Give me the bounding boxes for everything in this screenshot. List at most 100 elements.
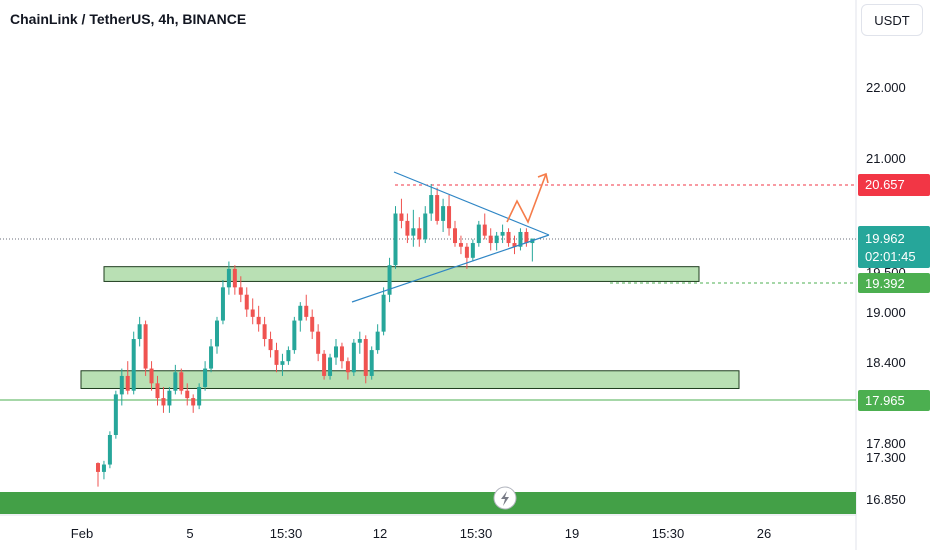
candle-body: [393, 213, 398, 266]
candle-body: [411, 228, 416, 236]
bottom-zone: [0, 492, 856, 514]
candle-body: [512, 243, 517, 247]
current-price-label: 19.962: [865, 231, 905, 246]
candle-body: [363, 339, 368, 376]
candle-body: [304, 305, 309, 317]
candle-body: [399, 213, 404, 221]
candle-body: [310, 316, 315, 332]
y-tick-label: 18.400: [866, 355, 906, 370]
candle-body: [143, 324, 148, 369]
candle-body: [167, 390, 172, 406]
candle-body: [96, 463, 100, 472]
candle-body: [322, 353, 327, 376]
candle-body: [488, 235, 493, 244]
candle-body: [179, 372, 184, 391]
candle-body: [357, 339, 362, 343]
wedge-lower-line: [351, 234, 550, 303]
chart-title: ChainLink / TetherUS, 4h, BINANCE: [10, 11, 247, 27]
candle-body: [381, 294, 386, 332]
x-tick-label: 19: [565, 526, 579, 541]
candle-body: [215, 320, 219, 347]
candle-body: [149, 368, 154, 384]
candle-body: [191, 398, 196, 406]
candle-body: [286, 350, 291, 362]
x-tick-label: 26: [757, 526, 771, 541]
candle-body: [220, 287, 225, 321]
candle-body: [494, 235, 499, 244]
candle-body: [250, 309, 255, 317]
candle-body: [161, 398, 166, 406]
candle-body: [500, 231, 505, 236]
candle-body: [482, 224, 487, 236]
candle-body: [137, 324, 142, 340]
support-price-label: 19.392: [865, 276, 905, 291]
x-tick-label: 15:30: [652, 526, 685, 541]
candle-body: [470, 243, 475, 258]
candle-body: [345, 361, 350, 373]
y-tick-label: 16.850: [866, 492, 906, 507]
candle-body: [298, 305, 303, 321]
resistance-price-label: 20.657: [865, 177, 905, 192]
candle-body: [155, 383, 160, 399]
x-tick-label: 5: [186, 526, 193, 541]
candle-body: [435, 195, 440, 221]
candle-body: [238, 287, 243, 295]
y-tick-label: 17.800: [866, 436, 906, 451]
candle-body: [405, 220, 410, 236]
candle-body: [429, 195, 434, 214]
candle-body: [476, 224, 481, 244]
y-tick-label: 19.000: [866, 305, 906, 320]
x-tick-label: Feb: [71, 526, 93, 541]
candle-body: [339, 346, 344, 362]
upper-support-zone: [103, 266, 700, 282]
current-price-label-bg: [858, 226, 930, 268]
currency-button[interactable]: USDT: [861, 4, 923, 36]
candle-body: [131, 339, 136, 391]
y-tick-label: 21.000: [866, 151, 906, 166]
candle-body: [244, 294, 249, 310]
candle-body: [185, 390, 190, 399]
candle-body: [334, 346, 338, 358]
y-tick-label: 17.300: [866, 450, 906, 465]
projection-path: [506, 173, 547, 224]
candle-body: [316, 331, 321, 354]
lower-support-zone: [80, 370, 740, 389]
projection-arrowhead: [537, 172, 549, 184]
candle-body: [232, 268, 237, 288]
candle-body: [226, 268, 231, 288]
x-tick-label: 15:30: [460, 526, 493, 541]
candle-body: [351, 342, 356, 373]
candle-body: [256, 316, 261, 325]
candle-body: [262, 324, 267, 340]
candle-body: [197, 387, 202, 406]
candle-body: [203, 368, 208, 388]
candle-body: [369, 350, 374, 376]
x-tick-label: 15:30: [270, 526, 303, 541]
resistance-price-label-bg: [858, 174, 930, 196]
wedge-upper-line: [393, 171, 550, 236]
candle-body: [423, 213, 428, 240]
countdown-label: 02:01:45: [865, 249, 916, 264]
candle-body: [119, 375, 124, 395]
candle-body: [101, 464, 106, 472]
candle-body: [518, 231, 523, 247]
candle-body: [506, 231, 511, 244]
candle-body: [292, 320, 297, 351]
candle-body: [375, 331, 380, 351]
lightning-icon-glyph: [501, 491, 509, 506]
candle-body: [458, 243, 463, 247]
candle-body: [453, 228, 457, 244]
candle-body: [274, 350, 279, 365]
y-tick-label: 22.000: [866, 80, 906, 95]
candle-body: [464, 246, 469, 258]
candle-body: [524, 231, 529, 244]
candle-body: [113, 394, 118, 436]
support-price-label-bg: [858, 273, 930, 293]
candle-body: [107, 435, 112, 465]
lower-support-price-label-bg: [858, 390, 930, 411]
lower-support-price-label: 17.965: [865, 393, 905, 408]
candle-body: [280, 361, 285, 365]
x-tick-label: 12: [373, 526, 387, 541]
